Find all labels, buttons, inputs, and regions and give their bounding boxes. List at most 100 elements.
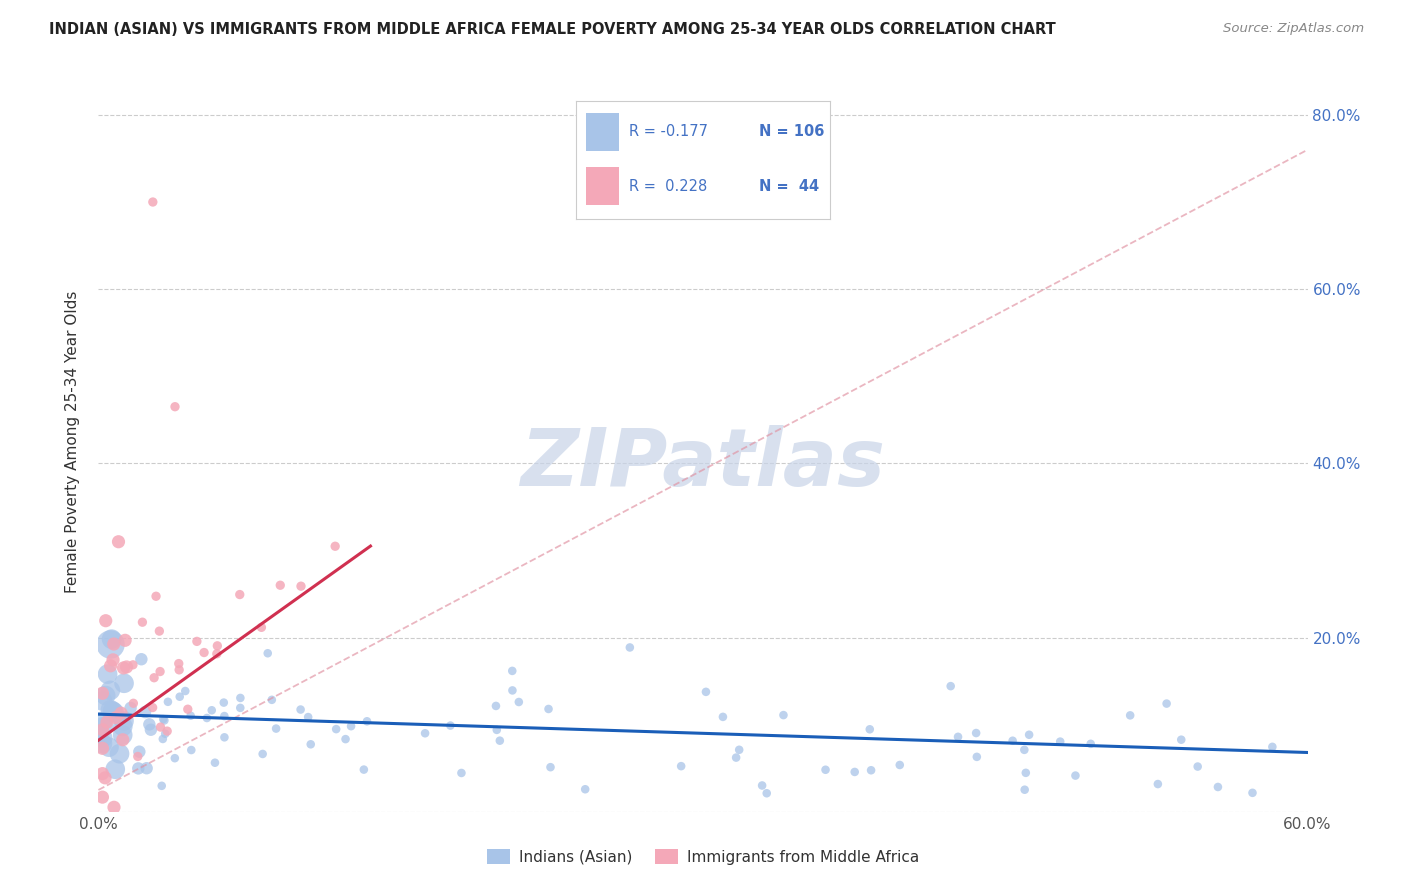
Point xyxy=(325,722,347,736)
Legend: Indians (Asian), Immigrants from Middle Africa: Indians (Asian), Immigrants from Middle … xyxy=(481,843,925,871)
Point xyxy=(193,646,215,660)
Point xyxy=(111,719,134,733)
Point xyxy=(290,702,312,716)
Point xyxy=(96,715,118,730)
Point xyxy=(537,702,560,716)
Point xyxy=(755,786,778,800)
Point xyxy=(844,764,866,779)
Point xyxy=(356,714,378,729)
Point xyxy=(1206,780,1229,794)
Point xyxy=(1015,765,1038,780)
Point xyxy=(143,671,166,685)
Point xyxy=(488,733,510,747)
Point xyxy=(139,723,162,737)
Text: INDIAN (ASIAN) VS IMMIGRANTS FROM MIDDLE AFRICA FEMALE POVERTY AMONG 25-34 YEAR : INDIAN (ASIAN) VS IMMIGRANTS FROM MIDDLE… xyxy=(49,22,1056,37)
Point xyxy=(450,766,472,780)
Point xyxy=(134,705,156,719)
Point xyxy=(1187,759,1209,773)
Point xyxy=(485,698,508,713)
Point xyxy=(725,750,748,764)
Point xyxy=(138,717,160,731)
Point xyxy=(127,761,149,775)
Point xyxy=(91,720,114,734)
Point xyxy=(91,714,114,729)
Point xyxy=(340,719,363,733)
Point xyxy=(711,710,734,724)
Point xyxy=(152,731,174,746)
Point xyxy=(1014,782,1036,797)
Point xyxy=(112,714,135,728)
Point xyxy=(112,676,135,690)
Point xyxy=(297,710,319,724)
Point xyxy=(91,766,114,780)
Point xyxy=(860,764,883,778)
Point xyxy=(163,400,186,414)
Point xyxy=(152,712,174,726)
Point xyxy=(751,779,773,793)
Point xyxy=(149,665,172,679)
Point xyxy=(100,683,122,698)
Point xyxy=(1241,786,1264,800)
Point xyxy=(1170,732,1192,747)
Point xyxy=(169,690,191,704)
Point xyxy=(100,638,122,652)
Point xyxy=(156,695,179,709)
Point xyxy=(966,749,988,764)
Point xyxy=(153,714,176,728)
Point xyxy=(353,763,375,777)
Point xyxy=(153,727,176,741)
Point xyxy=(91,790,114,805)
Point xyxy=(290,579,312,593)
Point xyxy=(94,689,117,703)
Point xyxy=(91,737,114,751)
Y-axis label: Female Poverty Among 25-34 Year Olds: Female Poverty Among 25-34 Year Olds xyxy=(65,291,80,592)
Point xyxy=(91,741,114,756)
Point xyxy=(250,620,273,634)
Point xyxy=(145,589,167,603)
Point xyxy=(156,724,179,739)
Point xyxy=(150,779,173,793)
Point xyxy=(186,634,208,648)
Point xyxy=(695,685,717,699)
Point xyxy=(167,657,190,671)
Point xyxy=(508,695,530,709)
Point xyxy=(619,640,641,655)
Point xyxy=(103,637,125,651)
Point xyxy=(103,705,125,719)
Point xyxy=(101,653,124,667)
Point xyxy=(112,661,135,675)
Point xyxy=(201,703,224,717)
Point xyxy=(91,723,114,737)
Point xyxy=(859,723,882,737)
Point xyxy=(174,684,197,698)
Point xyxy=(335,732,357,747)
Point xyxy=(120,701,142,715)
Point xyxy=(229,701,252,715)
Point xyxy=(965,726,987,740)
Text: Source: ZipAtlas.com: Source: ZipAtlas.com xyxy=(1223,22,1364,36)
Point xyxy=(128,745,150,759)
Point xyxy=(108,747,131,761)
Point xyxy=(111,728,134,742)
Text: ZIPatlas: ZIPatlas xyxy=(520,425,886,503)
Point xyxy=(131,615,153,630)
Point xyxy=(180,743,202,757)
Point xyxy=(1156,697,1178,711)
Point xyxy=(104,711,127,725)
Point xyxy=(142,194,165,209)
Point xyxy=(135,761,157,775)
Point xyxy=(103,800,125,814)
Point xyxy=(212,696,235,710)
Point xyxy=(142,700,165,714)
Point xyxy=(485,723,508,737)
Point xyxy=(101,705,124,719)
Point xyxy=(256,646,278,660)
Point xyxy=(946,730,969,744)
Point xyxy=(101,704,124,718)
Point xyxy=(104,762,127,776)
Point xyxy=(149,720,172,734)
Point xyxy=(252,747,274,761)
Point xyxy=(131,652,153,666)
Point xyxy=(91,731,114,745)
Point xyxy=(91,686,114,700)
